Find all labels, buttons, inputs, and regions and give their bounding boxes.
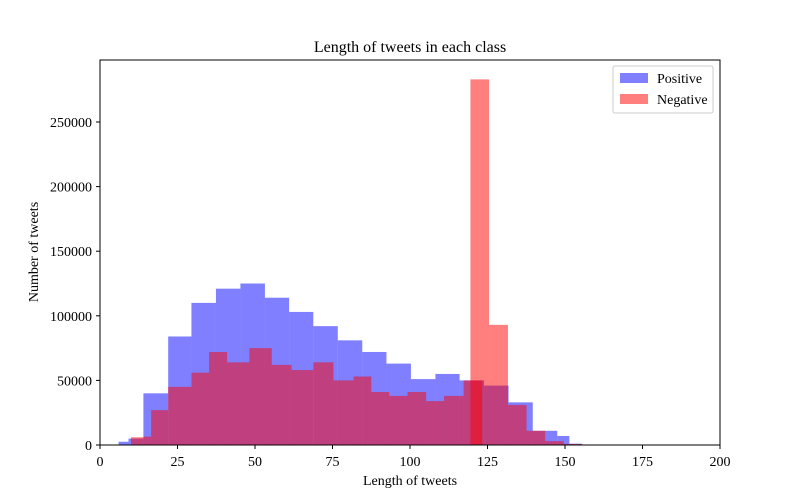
bar-negative-1 [143,436,152,445]
y-tick-label: 150000 [50,245,92,260]
chart-title: Length of tweets in each class [314,39,506,56]
bar-negative-22 [526,430,546,445]
legend: Positive Negative [612,65,714,114]
x-tick-label: 125 [477,455,498,470]
bar-positive-19 [557,435,570,445]
bar-negative-21 [507,404,527,445]
y-tick-label: 100000 [50,310,92,325]
bar-negative-12 [353,376,372,445]
y-tick-label: 50000 [57,374,92,389]
x-tick-label: 50 [248,455,262,470]
bar-negative-5 [209,351,228,445]
y-axis-label: Number of tweets [27,202,42,302]
x-tick-label: 25 [171,455,185,470]
bar-negative-23 [545,441,564,445]
x-tick-label: 175 [632,455,653,470]
x-tick-label: 200 [710,455,731,470]
bar-negative-2 [151,410,169,445]
bar-negative-3 [168,386,192,445]
bar-negative-20 [489,324,508,445]
bar-negative-7 [249,348,272,445]
legend-swatch-positive [620,73,648,83]
bar-negative-9 [291,370,314,445]
bar-negative-4 [191,372,210,445]
y-tick-label: 0 [85,439,92,454]
y-tick-label: 250000 [50,116,92,131]
bar-negative-15 [407,392,427,445]
legend-label-positive: Positive [657,72,702,87]
bar-negative-6 [227,362,250,445]
x-axis-label: Length of tweets [363,474,457,489]
bar-negative-10 [313,362,334,445]
bar-negative-11 [333,380,354,445]
bar-negative-8 [271,364,292,445]
legend-swatch-negative [620,94,648,104]
x-axis-ticks: 0 25 50 75 100 125 150 175 200 [97,445,731,470]
legend-label-negative: Negative [657,93,708,108]
bar-negative-24 [563,443,583,445]
bar-negative-16 [426,401,445,445]
bar-negative-0 [131,437,144,445]
x-tick-label: 75 [326,455,340,470]
x-tick-label: 100 [400,455,421,470]
bar-positive-0 [118,441,129,445]
y-tick-label: 200000 [50,181,92,196]
bar-negative-17 [444,395,464,445]
x-tick-label: 150 [555,455,576,470]
bar-negative-14 [389,395,408,445]
bars-layer [118,79,587,445]
x-tick-label: 0 [97,455,104,470]
y-axis-ticks: 0 50000 100000 150000 200000 250000 [50,116,100,454]
bar-negative-19 [470,79,490,445]
bar-negative-13 [371,392,390,445]
